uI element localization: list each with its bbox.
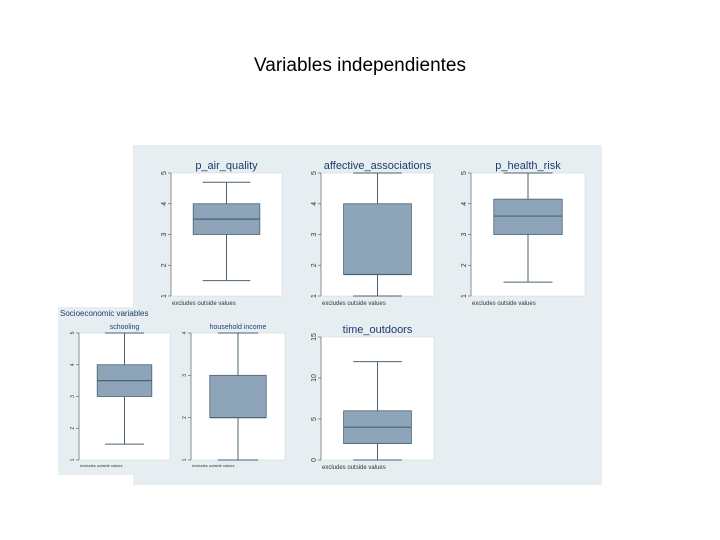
- y-tick-label: 1: [311, 294, 318, 298]
- excludes-outside-values-note: excludes outside values: [322, 465, 386, 471]
- boxplot-p-health-risk: p_health_risk 1 2 3 4 5 excludes outside value…: [461, 160, 586, 307]
- y-tick-label: 5: [311, 171, 318, 175]
- y-tick-label: 5: [70, 331, 76, 334]
- y-tick-label: 5: [461, 171, 468, 175]
- y-tick-label: 2: [182, 416, 188, 419]
- boxplot-schooling: schooling 1 2 3 4 5 excludes outside values: [70, 324, 171, 468]
- y-tick-label: 3: [182, 374, 188, 377]
- y-tick-label: 3: [70, 395, 76, 398]
- excludes-outside-values-note: excludes outside values: [472, 301, 536, 307]
- y-tick-label: 15: [311, 333, 318, 341]
- y-tick-label: 4: [461, 202, 468, 206]
- y-tick-label: 1: [461, 294, 468, 298]
- boxplot-affective-associations: affective_associations 1 2 3 4 5 excludes outs…: [311, 160, 435, 307]
- plot-title: p_air_quality: [195, 160, 258, 172]
- y-tick-label: 4: [182, 331, 188, 334]
- y-tick-label: 10: [311, 374, 318, 382]
- slide-title: Variables independientes: [254, 55, 466, 76]
- iqr-box: [209, 374, 267, 419]
- plot-title: household income: [210, 324, 267, 331]
- y-tick-label: 1: [70, 458, 76, 461]
- y-tick-label: 4: [311, 202, 318, 206]
- y-tick-label: 2: [311, 263, 318, 267]
- y-tick-label: 3: [311, 232, 318, 236]
- plot-title: p_health_risk: [495, 160, 561, 172]
- excludes-outside-values-note: excludes outside values: [80, 463, 122, 468]
- y-tick-label: 2: [161, 263, 168, 267]
- inset-title: Socioeconomic variables: [60, 309, 149, 318]
- y-tick-label: 4: [70, 363, 76, 366]
- y-tick-label: 2: [70, 427, 76, 430]
- y-tick-label: 4: [161, 202, 168, 206]
- iqr-box: [343, 203, 412, 275]
- y-tick-label: 3: [461, 232, 468, 236]
- boxplot-p-air-quality: p_air_quality 1 2 3 4 5 excludes outside value…: [161, 160, 283, 307]
- y-tick-label: 0: [311, 458, 318, 462]
- iqr-box: [493, 198, 563, 235]
- y-tick-label: 1: [182, 458, 188, 461]
- boxplot-household-income: household income 1 2 3 4 excludes outside val…: [182, 324, 286, 468]
- excludes-outside-values-note: excludes outside values: [172, 301, 236, 307]
- excludes-outside-values-note: excludes outside values: [322, 301, 386, 307]
- excludes-outside-values-note: excludes outside values: [192, 463, 234, 468]
- y-tick-label: 5: [311, 417, 318, 421]
- plot-title: affective_associations: [324, 160, 432, 172]
- plot-title: schooling: [110, 324, 140, 331]
- y-tick-label: 5: [161, 171, 168, 175]
- plot-title: time_outdoors: [343, 324, 413, 336]
- y-tick-label: 3: [161, 232, 168, 236]
- boxplot-time-outdoors: time_outdoors 0 5 10 15 excludes outside valu…: [311, 324, 435, 471]
- y-tick-label: 1: [161, 294, 168, 298]
- y-tick-label: 2: [461, 263, 468, 267]
